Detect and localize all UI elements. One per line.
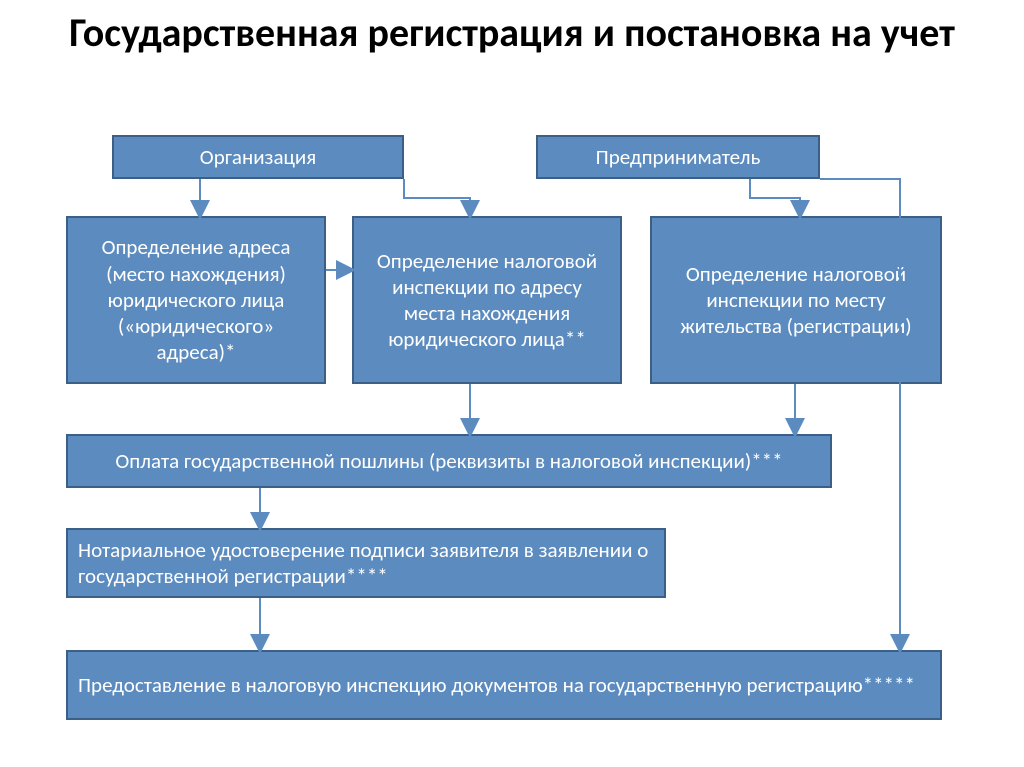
edge-org-to-tax_org	[404, 179, 470, 216]
node-tax_entr: Определение налоговой инспекции по месту…	[650, 216, 942, 384]
node-tax_org: Определение налоговой инспекции по адрес…	[352, 216, 622, 384]
node-notary: Нотариальное удостоверение подписи заяви…	[66, 528, 666, 598]
node-entr: Предприниматель	[536, 135, 820, 179]
node-submit: Предоставление в налоговую инспекцию док…	[66, 650, 942, 720]
page-title: Государственная регистрация и постановка…	[0, 0, 1024, 56]
node-org: Организация	[112, 135, 404, 179]
edge-entr-to-tax_entr	[750, 179, 800, 216]
node-duty: Оплата государственной пошлины (реквизит…	[66, 434, 832, 488]
node-addr: Определение адреса (место нахождения) юр…	[66, 216, 326, 384]
